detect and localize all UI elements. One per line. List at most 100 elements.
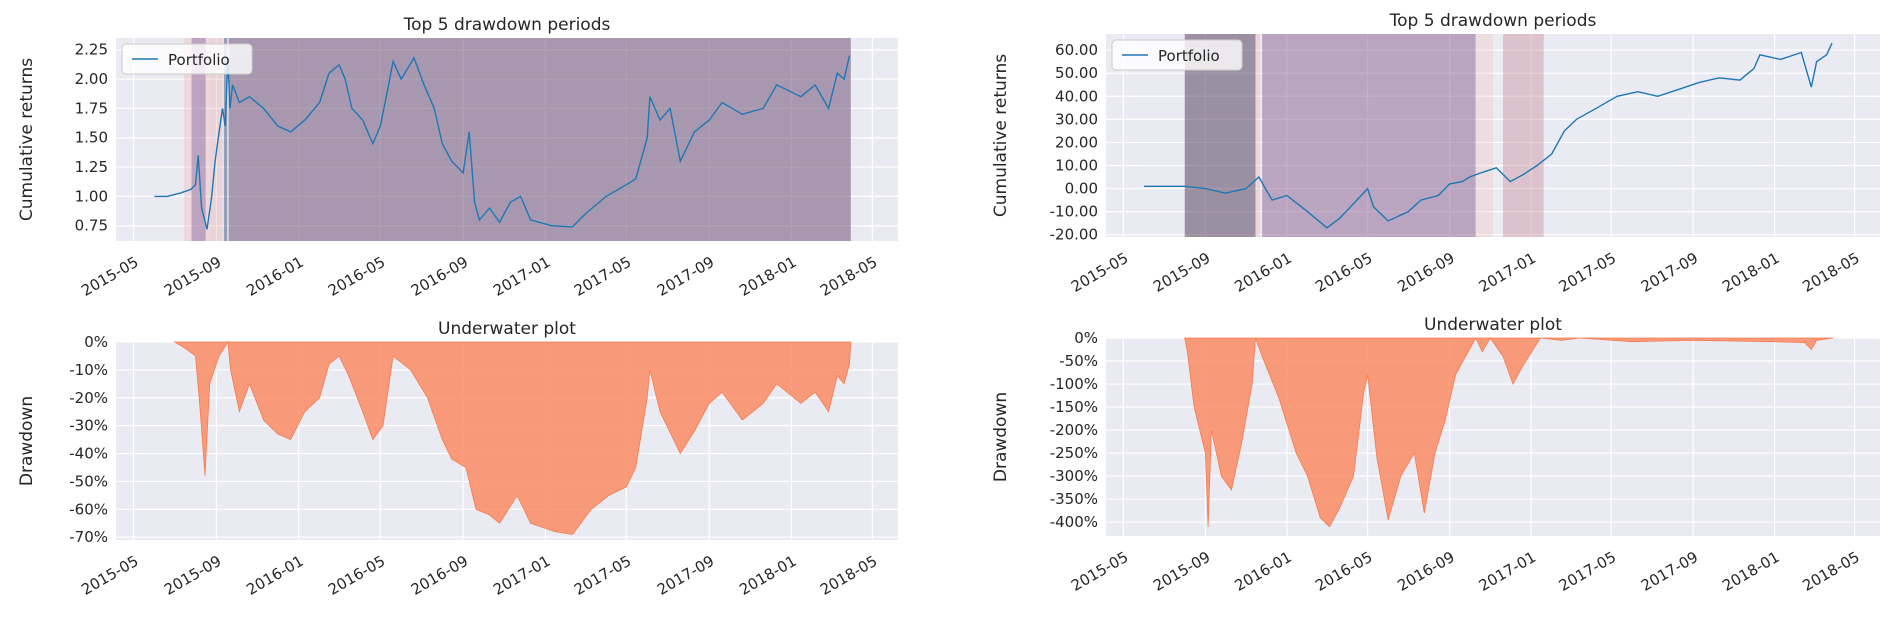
x-tick-label: 2016-01: [243, 552, 306, 599]
x-tick-label: 2017-01: [1476, 548, 1539, 595]
y-tick-label: 1.75: [75, 99, 108, 117]
legend-box: [121, 43, 253, 75]
portfolio-line: [1144, 42, 1833, 229]
x-tick-label: 2017-01: [490, 253, 553, 300]
y-tick-label: -40%: [69, 445, 108, 463]
panel-right-top-returns: -20.00 -10.00 0.00 10.00 20.00 30.00 40.00 50.0…: [991, 11, 1880, 296]
x-tick-label: 2016-09: [408, 253, 471, 300]
y-tick-label: 60.00: [1055, 41, 1098, 59]
x-tick-label: 2016-05: [325, 253, 388, 300]
x-tick-label: 2015-05: [1068, 249, 1131, 296]
drawdown-band: [228, 38, 851, 241]
drawdown-band: [1255, 34, 1261, 237]
portfolio-line: [154, 55, 851, 230]
x-tick-label: 2016-01: [1232, 249, 1295, 296]
y-tick-label: -100%: [1050, 375, 1098, 393]
x-tick-label: 2017-09: [1638, 249, 1701, 296]
panel-left-top-returns: 0.75 1.00 1.25 1.50 1.75 2.00 2.25 2015-05 2015-…: [17, 15, 898, 300]
x-tick-label: 2015-09: [161, 253, 224, 300]
y-tick-label: 30.00: [1055, 110, 1098, 128]
y-tick-label: -10%: [69, 361, 108, 379]
legend-label: Portfolio: [1158, 47, 1220, 65]
x-tick-label: 2016-01: [1232, 548, 1295, 595]
x-tick-label: 2015-05: [1068, 548, 1131, 595]
x-tick-label: 2015-09: [161, 552, 224, 599]
x-tick-label: 2015-05: [78, 253, 141, 300]
y-tick-label: 2.00: [75, 70, 108, 88]
y-tick-label: 2.25: [75, 41, 108, 59]
y-tick-label: -350%: [1050, 490, 1098, 508]
chart-title: Underwater plot: [438, 319, 576, 339]
x-tick-label: 2015-09: [1150, 249, 1213, 296]
y-tick-label: -10.00: [1050, 203, 1098, 221]
y-tick-label: -50%: [69, 472, 108, 490]
y-tick-label: 0.75: [75, 217, 108, 235]
x-tick-label: 2017-01: [1476, 249, 1539, 296]
x-tick-label: 2017-01: [490, 552, 553, 599]
y-tick-label: 40.00: [1055, 87, 1098, 105]
y-tick-label: 0%: [1074, 329, 1098, 347]
y-tick-label: -50%: [1059, 352, 1098, 370]
y-tick-label: 10.00: [1055, 156, 1098, 174]
y-tick-label: -70%: [69, 528, 108, 546]
x-tick-label: 2016-05: [325, 552, 388, 599]
y-tick-label: -30%: [69, 417, 108, 435]
y-tick-label: 1.25: [75, 158, 108, 176]
x-tick-label: 2016-09: [1394, 548, 1457, 595]
y-axis-label: Drawdown: [991, 392, 1011, 482]
y-tick-label: -20.00: [1050, 226, 1098, 244]
y-tick-label: 0.00: [1065, 180, 1098, 198]
y-tick-label: 20.00: [1055, 133, 1098, 151]
x-tick-label: 2018-05: [1799, 249, 1862, 296]
x-tick-label: 2016-01: [243, 253, 306, 300]
underwater-area: [173, 340, 852, 535]
chart-title: Top 5 drawdown periods: [403, 15, 611, 35]
x-tick-label: 2018-01: [736, 552, 799, 599]
x-tick-label: 2018-01: [736, 253, 799, 300]
y-tick-label: 0%: [84, 333, 108, 351]
x-tick-label: 2017-05: [571, 552, 634, 599]
y-tick-label: -150%: [1050, 398, 1098, 416]
x-tick-label: 2018-01: [1719, 548, 1782, 595]
y-tick-label: -60%: [69, 500, 108, 518]
panel-left-bottom-underwater: 0% -10% -20% -30% -40% -50% -60% -70% 2015-05 201…: [17, 319, 898, 599]
legend: Portfolio: [121, 43, 253, 75]
underwater-area: [1184, 337, 1834, 528]
x-tick-label: 2016-05: [1312, 548, 1375, 595]
x-tick-label: 2018-05: [817, 253, 880, 300]
drawdown-band: [1262, 34, 1476, 237]
x-tick-label: 2017-05: [571, 253, 634, 300]
x-tick-label: 2018-05: [1799, 548, 1862, 595]
y-tick-label: -200%: [1050, 421, 1098, 439]
x-tick-label: 2017-09: [654, 253, 717, 300]
legend-label: Portfolio: [168, 51, 230, 69]
y-tick-label: -400%: [1050, 513, 1098, 531]
drawdown-band: [223, 38, 228, 241]
x-tick-label: 2015-09: [1150, 548, 1213, 595]
y-tick-label: -300%: [1050, 467, 1098, 485]
chart-title: Underwater plot: [1424, 315, 1562, 335]
y-axis-label: Drawdown: [17, 396, 37, 486]
x-tick-label: 2017-05: [1556, 249, 1619, 296]
y-tick-label: 1.50: [75, 129, 108, 147]
drawdown-band: [191, 38, 206, 241]
y-axis-label: Cumulative returns: [17, 58, 37, 221]
x-tick-label: 2016-05: [1312, 249, 1375, 296]
y-axis-label: Cumulative returns: [991, 54, 1011, 217]
x-tick-label: 2018-05: [817, 552, 880, 599]
x-tick-label: 2018-01: [1719, 249, 1782, 296]
x-tick-label: 2016-09: [1394, 249, 1457, 296]
drawdown-band: [1503, 34, 1544, 237]
y-tick-label: 50.00: [1055, 64, 1098, 82]
y-tick-label: 1.00: [75, 187, 108, 205]
y-tick-label: -20%: [69, 389, 108, 407]
chart-title: Top 5 drawdown periods: [1389, 11, 1597, 31]
legend-box: [1111, 39, 1243, 71]
x-tick-label: 2015-05: [78, 552, 141, 599]
legend: Portfolio: [1111, 39, 1243, 71]
panel-right-bottom-underwater: 0% -50% -100% -150% -200% -250% -300% -350% -400…: [991, 315, 1880, 595]
drawdown-band: [1475, 34, 1493, 237]
x-tick-label: 2016-09: [408, 552, 471, 599]
